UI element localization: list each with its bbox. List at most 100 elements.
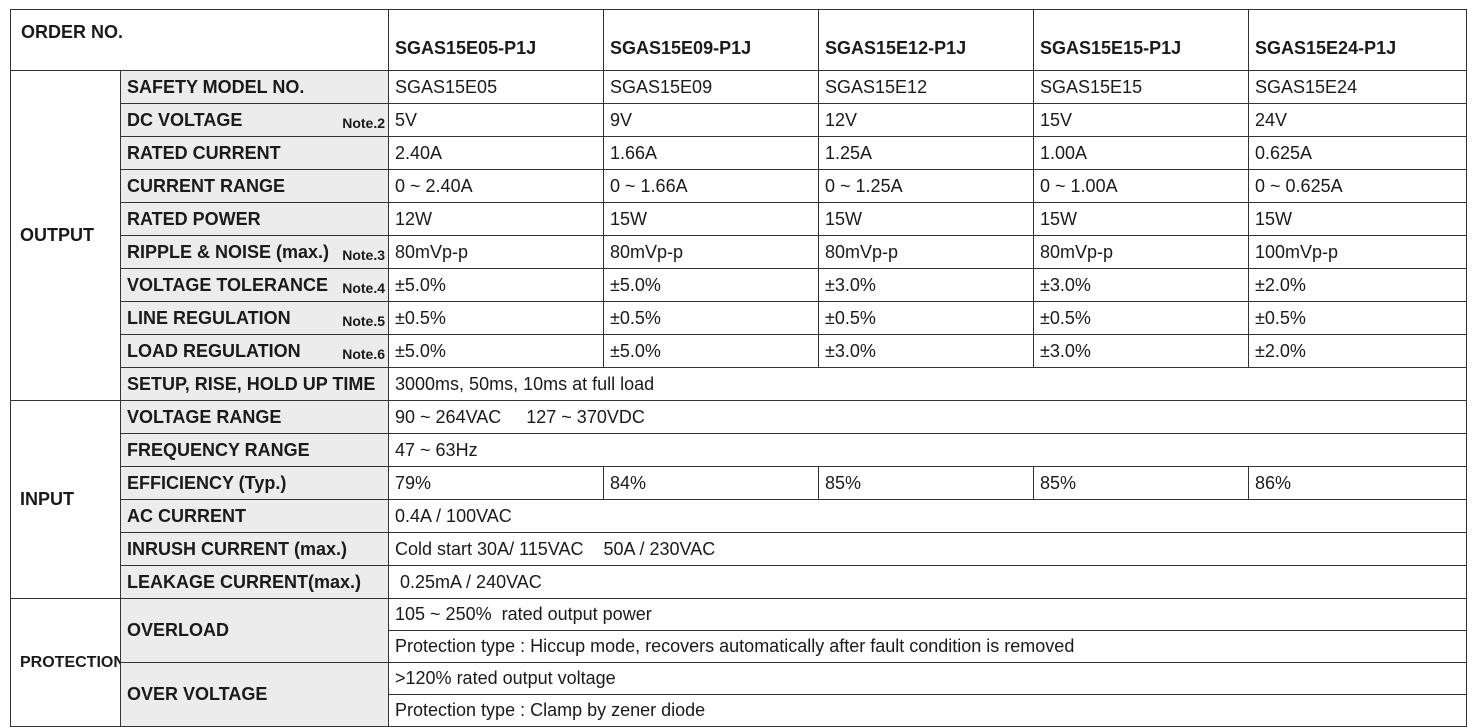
row-label: DC VOLTAGE Note.2	[119, 103, 390, 137]
model-header: SGAS15E12-P1J	[818, 9, 1035, 71]
note-ref: Note.3	[342, 247, 386, 263]
row-label: CURRENT RANGE	[119, 169, 390, 203]
cell: 80mVp-p	[1033, 235, 1250, 269]
cell: 100mVp-p	[1248, 235, 1468, 269]
cell: 0 ~ 0.625A	[1248, 169, 1468, 203]
row-label: FREQUENCY RANGE	[119, 433, 390, 467]
cell: 0 ~ 2.40A	[388, 169, 605, 203]
cell: ±3.0%	[1033, 268, 1250, 302]
row-label: RATED POWER	[119, 202, 390, 236]
cell: SGAS15E05	[388, 70, 605, 104]
table-row: VOLTAGE TOLERANCE Note.4 ±5.0% ±5.0% ±3.0…	[11, 268, 1468, 302]
cell: 0 ~ 1.00A	[1033, 169, 1250, 203]
cell: ±0.5%	[388, 301, 605, 335]
table-row: DC VOLTAGE Note.2 5V 9V 12V 15V 24V	[11, 103, 1468, 137]
note-ref: Note.6	[342, 346, 386, 362]
cell: 85%	[1033, 466, 1250, 500]
cell: ±0.5%	[818, 301, 1035, 335]
cell: 0.25mA / 240VAC	[388, 565, 1468, 599]
cell: ±5.0%	[603, 334, 820, 368]
row-label: VOLTAGE TOLERANCE Note.4	[119, 268, 390, 302]
row-label: SETUP, RISE, HOLD UP TIME	[119, 367, 390, 401]
row-label: RATED CURRENT	[119, 136, 390, 170]
cell: 5V	[388, 103, 605, 137]
row-label: INRUSH CURRENT (max.)	[119, 532, 390, 566]
table-row: RATED POWER 12W 15W 15W 15W 15W	[11, 202, 1468, 236]
note-ref: Note.5	[342, 313, 386, 329]
model-header: SGAS15E15-P1J	[1033, 9, 1250, 71]
cell: ±5.0%	[603, 268, 820, 302]
table-row: EFFICIENCY (Typ.) 79% 84% 85% 85% 86%	[11, 466, 1468, 500]
cell: 15W	[603, 202, 820, 236]
cell: 1.66A	[603, 136, 820, 170]
row-label: EFFICIENCY (Typ.)	[119, 466, 390, 500]
cell: 12W	[388, 202, 605, 236]
cell: 15W	[1033, 202, 1250, 236]
header-row: ORDER NO. SGAS15E05-P1J SGAS15E09-P1J SG…	[9, 9, 1468, 71]
table-row: CURRENT RANGE 0 ~ 2.40A 0 ~ 1.66A 0 ~ 1.…	[11, 169, 1468, 203]
cell: 1.25A	[818, 136, 1035, 170]
table-row: AC CURRENT 0.4A / 100VAC	[11, 499, 1468, 533]
cell: ±0.5%	[603, 301, 820, 335]
note-ref: Note.4	[342, 280, 386, 296]
cell: 0 ~ 1.25A	[818, 169, 1035, 203]
cell: ±2.0%	[1248, 334, 1468, 368]
cell: ±0.5%	[1248, 301, 1468, 335]
cell: 0 ~ 1.66A	[603, 169, 820, 203]
cell: ±5.0%	[388, 268, 605, 302]
table-row: INPUT VOLTAGE RANGE 90 ~ 264VAC 127 ~ 37…	[10, 400, 1468, 599]
cell: ±0.5%	[1033, 301, 1250, 335]
cell: 1.00A	[1033, 136, 1250, 170]
table-row: LINE REGULATION Note.5 ±0.5% ±0.5% ±0.5% …	[11, 301, 1468, 335]
cell: 9V	[603, 103, 820, 137]
row-label: LOAD REGULATION Note.6	[119, 334, 390, 368]
cell: 105 ~ 250% rated output power	[388, 598, 1468, 631]
table-row: Protection type : Hiccup mode, recovers …	[11, 630, 1468, 663]
table-row: RIPPLE & NOISE (max.) Note.3 80mVp-p 80mV…	[11, 235, 1468, 269]
row-label: AC CURRENT	[119, 499, 390, 533]
cell: 86%	[1248, 466, 1468, 500]
cell: 0.4A / 100VAC	[388, 499, 1468, 533]
row-label: LINE REGULATION Note.5	[119, 301, 390, 335]
input-group-label: INPUT	[10, 400, 121, 599]
table-row: SETUP, RISE, HOLD UP TIME 3000ms, 50ms, …	[11, 367, 1468, 401]
cell: 79%	[388, 466, 605, 500]
row-label: OVER VOLTAGE	[119, 662, 390, 727]
cell: SGAS15E12	[818, 70, 1035, 104]
cell: 2.40A	[388, 136, 605, 170]
row-label: VOLTAGE RANGE	[119, 400, 390, 434]
cell: 90 ~ 264VAC 127 ~ 370VDC	[388, 400, 1468, 434]
cell: Protection type : Clamp by zener diode	[388, 694, 1468, 727]
model-header: SGAS15E05-P1J	[388, 9, 605, 71]
table-row: LOAD REGULATION Note.6 ±5.0% ±5.0% ±3.0% …	[11, 334, 1468, 368]
table-row: RATED CURRENT 2.40A 1.66A 1.25A 1.00A 0.…	[11, 136, 1468, 170]
cell: ±3.0%	[818, 268, 1035, 302]
model-header: SGAS15E24-P1J	[1248, 9, 1468, 71]
cell: 12V	[818, 103, 1035, 137]
cell: ±2.0%	[1248, 268, 1468, 302]
table-row: LEAKAGE CURRENT(max.) 0.25mA / 240VAC	[11, 565, 1468, 599]
cell: 80mVp-p	[388, 235, 605, 269]
cell: 15W	[818, 202, 1035, 236]
cell: SGAS15E15	[1033, 70, 1250, 104]
cell: ±3.0%	[818, 334, 1035, 368]
table-row: OVER VOLTAGE >120% rated output voltage	[11, 662, 1468, 727]
cell: 80mVp-p	[603, 235, 820, 269]
cell: >120% rated output voltage	[388, 662, 1468, 695]
cell: ±3.0%	[1033, 334, 1250, 368]
model-header: SGAS15E09-P1J	[603, 9, 820, 71]
table-row: FREQUENCY RANGE 47 ~ 63Hz	[11, 433, 1468, 467]
cell: 15W	[1248, 202, 1468, 236]
cell: Cold start 30A/ 115VAC 50A / 230VAC	[388, 532, 1468, 566]
cell: 15V	[1033, 103, 1250, 137]
table-row: PROTECTION OVERLOAD 105 ~ 250% rated out…	[10, 598, 1468, 727]
cell: 3000ms, 50ms, 10ms at full load	[388, 367, 1468, 401]
table-row: OUTPUT SAFETY MODEL NO. SGAS15E05 SGAS15…	[10, 70, 1468, 401]
row-label: OVERLOAD	[119, 598, 390, 663]
cell: ±5.0%	[388, 334, 605, 368]
protection-group-label: PROTECTION	[10, 598, 121, 727]
cell: 80mVp-p	[818, 235, 1035, 269]
row-label: RIPPLE & NOISE (max.) Note.3	[119, 235, 390, 269]
note-ref: Note.2	[342, 115, 386, 131]
cell: Protection type : Hiccup mode, recovers …	[388, 630, 1468, 663]
